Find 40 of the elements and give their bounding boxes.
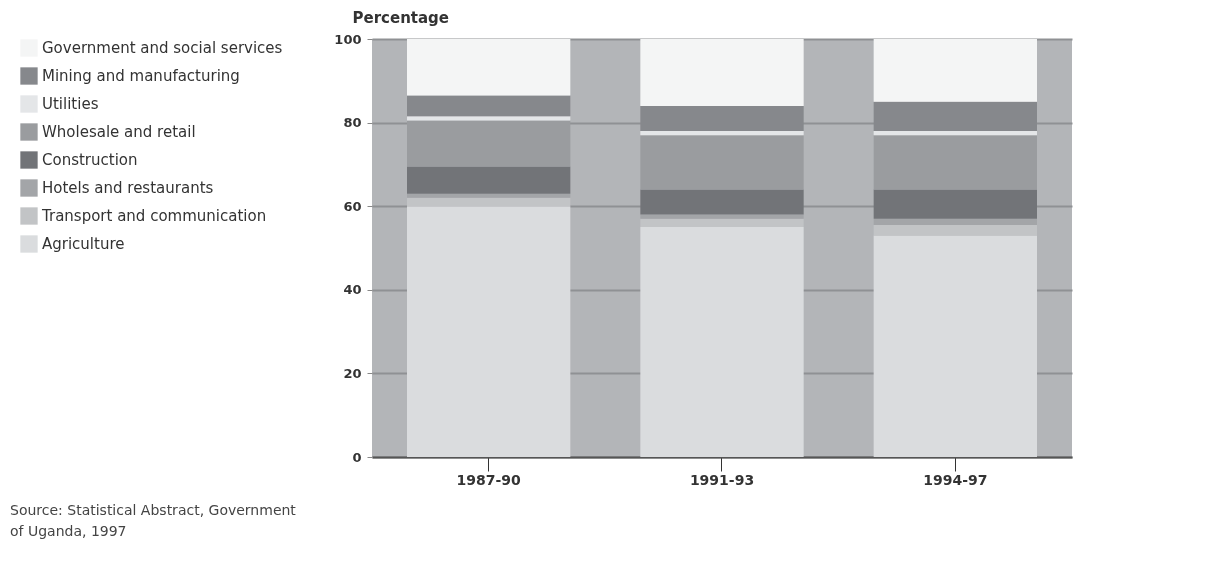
bar (640, 227, 804, 457)
y-tick-label: 100 (334, 31, 362, 47)
bar (873, 189, 1037, 219)
x-tick-label: 1991-93 (689, 471, 755, 488)
bar (407, 166, 571, 194)
y-tick-label: 60 (343, 198, 362, 214)
bar (407, 206, 571, 457)
bar (873, 130, 1037, 136)
y-tick-label: 0 (352, 449, 362, 465)
bar (873, 218, 1037, 226)
x-tick-label: 1987-90 (456, 471, 522, 488)
y-tick-label: 40 (343, 282, 362, 298)
bar (873, 135, 1037, 190)
bar (640, 189, 804, 215)
bar (407, 39, 571, 96)
bar (407, 116, 571, 121)
bar (873, 235, 1037, 457)
x-tick-label: 1994-97 (923, 471, 988, 488)
source-note: Source: Statistical Abstract, Government of Uganda, 1997 (10, 501, 297, 541)
legend-label: Government and social services (42, 39, 283, 57)
bar (640, 130, 804, 136)
legend-label: Mining and manufacturing (42, 67, 240, 85)
legend-label: Utilities (42, 95, 99, 113)
bar (640, 135, 804, 190)
legend-label: Construction (42, 151, 138, 169)
legend-label: Hotels and restaurants (42, 179, 214, 197)
bar (640, 214, 804, 219)
y-tick-label: 20 (343, 365, 362, 381)
bar (873, 225, 1037, 236)
y-tick-label: 80 (343, 115, 362, 131)
bar (407, 95, 571, 117)
y-axis-title: Percentage (352, 8, 450, 27)
bar (407, 193, 571, 198)
bar (873, 39, 1037, 102)
bar (640, 218, 804, 228)
bar (407, 197, 571, 207)
legend-label: Transport and communication (41, 207, 267, 225)
bar (640, 39, 804, 106)
legend-label: Wholesale and retail (42, 123, 196, 141)
legend-label: Agriculture (42, 235, 125, 253)
